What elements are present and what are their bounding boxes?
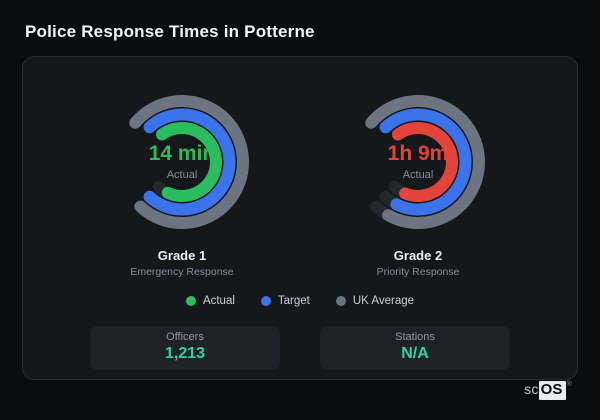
stat-label: Stations	[395, 331, 435, 343]
gauge-subtitle: Priority Response	[376, 266, 460, 278]
gauge-rings: 1h 9m Actual	[343, 87, 493, 237]
legend-dot-icon	[260, 296, 271, 306]
legend-label: UK Average	[352, 295, 415, 307]
legend-label: Actual	[202, 295, 235, 307]
stat-value: N/A	[401, 345, 429, 362]
legend: Actual Target UK Average	[23, 295, 577, 307]
gauge-grade-1: 14 min Actual Grade 1 Emergency Response	[107, 87, 257, 278]
legend-item-uk-average[interactable]: UK Average	[335, 295, 415, 307]
gauge-title: Grade 1	[157, 248, 207, 263]
stat-value: 1,213	[164, 345, 206, 362]
response-times-card: 14 min Actual Grade 1 Emergency Response 1h …	[22, 56, 578, 380]
brand-prefix: sc	[524, 381, 539, 397]
legend-dot-icon	[185, 296, 196, 306]
ring-value-actual	[156, 122, 222, 202]
page-title: Police Response Times in Potterne	[25, 22, 315, 41]
legend-item-target[interactable]: Target	[260, 295, 310, 307]
gauge-chart	[365, 95, 485, 229]
legend-item-actual[interactable]: Actual	[185, 295, 235, 307]
legend-label: Target	[277, 295, 310, 307]
gauge-chart	[129, 95, 249, 229]
scos-logo: sc OS ®	[524, 381, 572, 400]
gauge-subtitle: Emergency Response	[130, 266, 234, 278]
legend-dot-icon	[335, 296, 346, 306]
gauge-grade-2: 1h 9m Actual Grade 2 Priority Response	[343, 87, 493, 278]
registered-mark: ®	[566, 381, 572, 388]
stats-row: Officers 1,213 Stations N/A	[23, 326, 577, 370]
ring-value-uk-average	[129, 95, 249, 229]
brand-suffix: OS	[538, 381, 566, 400]
gauge-rings: 14 min Actual	[107, 87, 257, 237]
ring-value-target	[379, 108, 472, 216]
ring-value-target	[143, 108, 236, 216]
stat-box-stations: Stations N/A	[320, 326, 510, 370]
ring-value-actual	[392, 122, 458, 202]
gauges-row: 14 min Actual Grade 1 Emergency Response 1h …	[23, 87, 577, 278]
stat-label: Officers	[166, 331, 204, 343]
gauge-title: Grade 2	[393, 248, 443, 263]
ring-value-uk-average	[365, 95, 485, 229]
stat-box-officers: Officers 1,213	[90, 326, 280, 370]
